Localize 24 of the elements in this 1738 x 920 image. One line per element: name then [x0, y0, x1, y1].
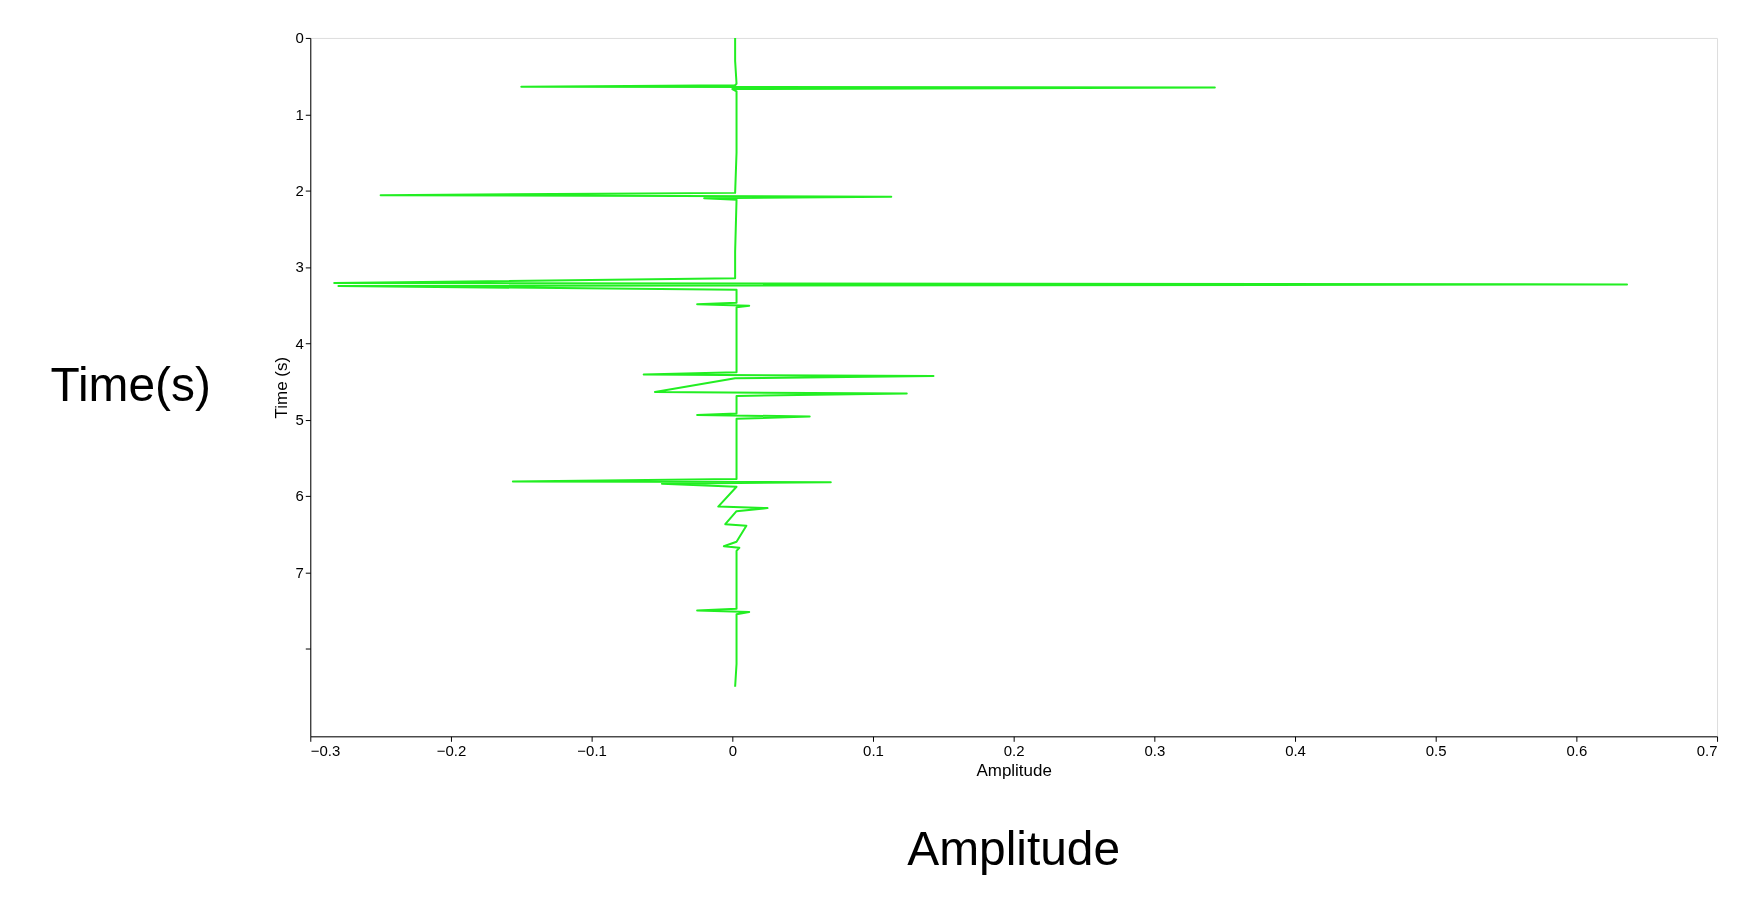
x-tick-label: 0.5 [1425, 741, 1447, 759]
x-tick-label: 0.6 [1566, 741, 1588, 759]
x-tick-label: 0.2 [1003, 741, 1025, 759]
y-axis-title: Time (s) [272, 356, 292, 419]
x-tick-label: 0.3 [1144, 741, 1166, 759]
x-tick-label: 0.7 [1696, 741, 1718, 759]
y-tick-label: 0 [295, 29, 304, 47]
y-tick-label: 5 [295, 411, 304, 429]
text: Time(s) [50, 358, 211, 412]
y-tick-label: 1 [295, 105, 304, 123]
line-series [333, 37, 1629, 688]
x-tick-label: −0.3 [310, 741, 341, 759]
y-tick-label: 4 [295, 334, 304, 352]
x-tick-label: −0.2 [436, 741, 467, 759]
x-tick-label: −0.1 [577, 741, 607, 759]
x-tick-label: 0 [728, 741, 737, 759]
text: Amplitude [907, 822, 1121, 876]
y-tick-label: 7 [295, 563, 304, 581]
x-tick-label: 0.1 [863, 741, 884, 759]
x-tick-label: 0.4 [1285, 741, 1306, 759]
x-axis-title: Amplitude [976, 760, 1052, 780]
y-tick-label: 3 [295, 258, 304, 276]
y-tick-label: 2 [295, 182, 304, 200]
y-tick-label: 6 [295, 487, 304, 505]
